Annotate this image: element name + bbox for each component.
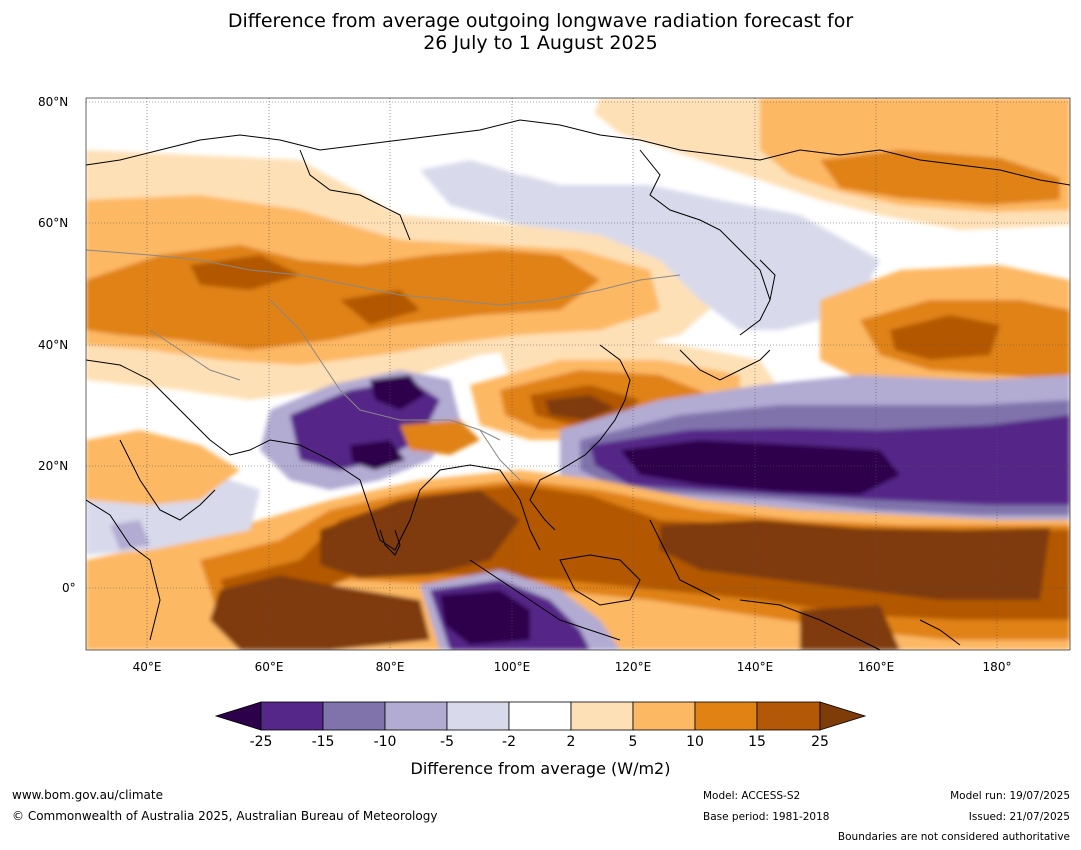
colorbar-bin bbox=[570, 701, 634, 731]
region-lavender-siberia bbox=[420, 160, 880, 330]
region-brown-north-pacific bbox=[890, 315, 1000, 360]
colorbar-extend-max bbox=[819, 701, 867, 731]
lon-label-100e: 100°E bbox=[493, 660, 531, 674]
lon-label-80e: 80°E bbox=[375, 660, 405, 674]
region-lavender-somalia bbox=[110, 520, 150, 550]
title-line-2: 26 July to 1 August 2025 bbox=[423, 32, 658, 54]
region-darkbrown-east-indian-ocean bbox=[660, 520, 1050, 600]
country-borders bbox=[86, 249, 681, 481]
colorbar bbox=[214, 701, 867, 731]
region-darkbrown-china bbox=[545, 395, 615, 420]
lon-label-40e: 40°E bbox=[132, 660, 162, 674]
colorbar-tick-label: -25 bbox=[249, 734, 273, 750]
lon-label-180: 180° bbox=[982, 660, 1012, 674]
lat-label-60n: 60°N bbox=[38, 216, 69, 230]
colorbar-bin bbox=[384, 701, 448, 731]
model-run-date: Model run: 19/07/2025 bbox=[950, 790, 1070, 802]
colorbar-tick-label: -5 bbox=[440, 734, 454, 750]
colorbar-tick-label: 10 bbox=[686, 734, 704, 750]
graticule bbox=[86, 98, 1070, 650]
colorbar-tick-label: -15 bbox=[311, 734, 335, 750]
copyright-text: © Commonwealth of Australia 2025, Austra… bbox=[12, 809, 438, 823]
title-line-1: Difference from average outgoing longwav… bbox=[227, 10, 854, 32]
region-darkbrown-indian-ocean bbox=[320, 490, 520, 578]
website-link[interactable]: www.bom.gov.au/climate bbox=[12, 788, 163, 802]
model-name: Model: ACCESS-S2 bbox=[703, 790, 801, 802]
region-darkorange-northeast bbox=[820, 150, 1060, 205]
lat-label-80n: 80°N bbox=[38, 95, 69, 109]
anomaly-field bbox=[86, 98, 1070, 650]
colorbar-bin bbox=[322, 701, 386, 731]
region-darkbrown-southwest bbox=[210, 575, 430, 650]
colorbar-bin bbox=[632, 701, 696, 731]
colorbar-tick-label: -10 bbox=[373, 734, 397, 750]
region-orange-bangladesh bbox=[400, 420, 480, 455]
colorbar-tick-label: -2 bbox=[502, 734, 516, 750]
lat-label-20n: 20°N bbox=[38, 459, 69, 473]
lon-label-120e: 120°E bbox=[614, 660, 652, 674]
colorbar-title: Difference from average (W/m2) bbox=[410, 759, 671, 778]
colorbar-bin bbox=[446, 701, 510, 731]
region-deep-purple-pacific bbox=[620, 440, 900, 495]
lon-label-140e: 140°E bbox=[736, 660, 774, 674]
colorbar-tick-label: 5 bbox=[628, 734, 638, 750]
coastlines bbox=[86, 119, 1070, 650]
boundaries-disclaimer: Boundaries are not considered authoritat… bbox=[837, 831, 1070, 843]
region-deep-purple-india-north bbox=[370, 375, 425, 410]
map-frame bbox=[85, 97, 1071, 651]
lon-label-60e: 60°E bbox=[254, 660, 284, 674]
colorbar-bin bbox=[260, 701, 324, 731]
base-period: Base period: 1981-2018 bbox=[703, 811, 830, 823]
issued-date: Issued: 21/07/2025 bbox=[968, 811, 1070, 823]
region-darkbrown-south-pacific bbox=[800, 605, 900, 650]
colorbar-tick-label: 15 bbox=[748, 734, 766, 750]
lat-label-40n: 40°N bbox=[38, 338, 69, 352]
region-deep-purple-sumatra bbox=[440, 590, 530, 645]
lat-label-0: 0° bbox=[62, 581, 76, 595]
colorbar-bin bbox=[694, 701, 758, 731]
colorbar-tick-label: 25 bbox=[811, 734, 829, 750]
map-title: Difference from average outgoing longwav… bbox=[0, 10, 1081, 54]
lon-label-160e: 160°E bbox=[857, 660, 895, 674]
colorbar-bin bbox=[508, 701, 572, 731]
colorbar-bin bbox=[756, 701, 821, 731]
region-deep-purple-india-central bbox=[350, 440, 405, 470]
colorbar-tick-label: 2 bbox=[566, 734, 576, 750]
colorbar-extend-min bbox=[214, 701, 262, 731]
region-white-siberia bbox=[430, 110, 640, 180]
region-brown-mongolia bbox=[340, 290, 420, 325]
